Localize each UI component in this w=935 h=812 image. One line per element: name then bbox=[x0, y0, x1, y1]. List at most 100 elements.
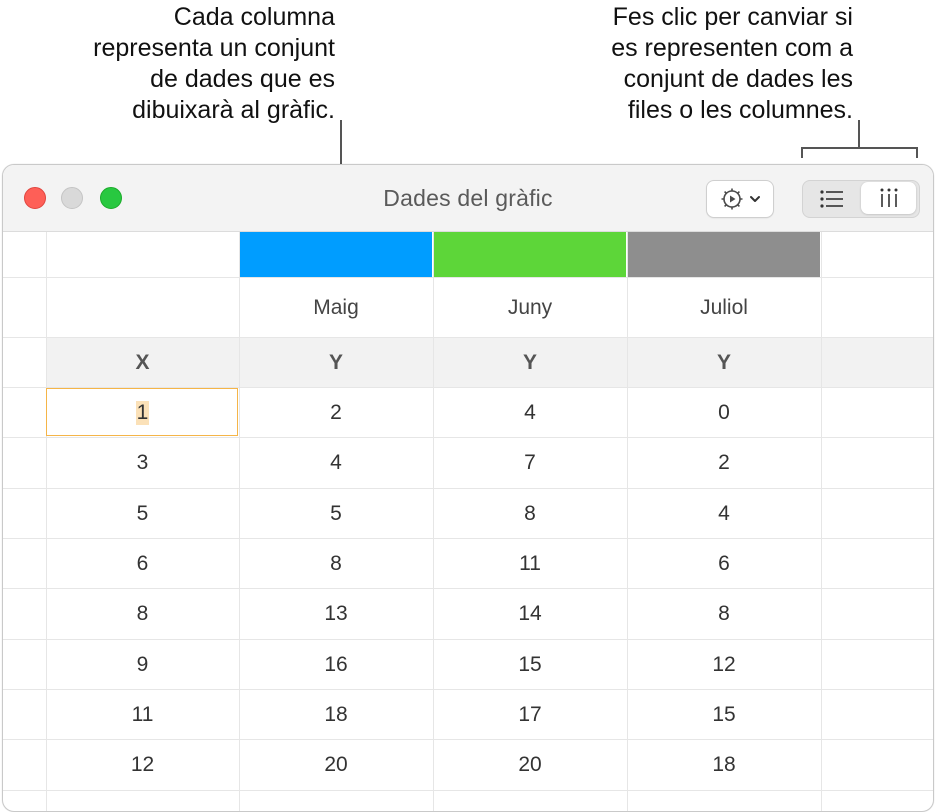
cell-value: 9 bbox=[136, 652, 149, 676]
x-value-cell[interactable]: 1 bbox=[46, 388, 239, 437]
cell-value: 15 bbox=[712, 702, 736, 726]
callout-line: files o les columnes. bbox=[627, 96, 853, 124]
cell-value: 5 bbox=[136, 501, 149, 525]
cell-value: 18 bbox=[324, 702, 348, 726]
callout-line: conjunt de dades les bbox=[623, 65, 853, 93]
cell-value: 4 bbox=[330, 450, 342, 474]
cell-value: 20 bbox=[518, 752, 542, 776]
y-value-cell[interactable]: 8 bbox=[627, 589, 821, 638]
minimize-window-button[interactable] bbox=[61, 187, 83, 209]
y-value-cell[interactable]: 8 bbox=[239, 539, 433, 588]
callout-line: es representen com a bbox=[611, 34, 853, 62]
y-value-cell[interactable]: 2 bbox=[627, 438, 821, 487]
x-value-cell[interactable]: 3 bbox=[46, 438, 239, 487]
y-value-cell[interactable]: 15 bbox=[433, 640, 627, 689]
axis-label-cell: Y bbox=[716, 350, 731, 374]
grid-line bbox=[3, 538, 933, 539]
y-value-cell[interactable]: 8 bbox=[433, 489, 627, 538]
x-value-cell[interactable]: 11 bbox=[46, 690, 239, 739]
callout-line: Cada columna bbox=[173, 3, 335, 31]
list-rows-icon bbox=[819, 190, 843, 208]
window-title: Dades del gràfic bbox=[383, 185, 553, 211]
axis-label-cell: X bbox=[135, 350, 150, 374]
plot-columns-as-series-button[interactable] bbox=[861, 182, 916, 214]
series-color-swatch[interactable] bbox=[627, 232, 820, 277]
cell-value: 13 bbox=[324, 601, 348, 625]
cell-value: 12 bbox=[130, 752, 155, 776]
grid-line bbox=[3, 277, 933, 278]
close-window-button[interactable] bbox=[24, 187, 46, 209]
series-name-cell[interactable]: Maig bbox=[313, 295, 359, 319]
callout-bracket-right bbox=[916, 147, 918, 158]
y-value-cell[interactable]: 13 bbox=[239, 589, 433, 638]
callout-rows-columns-explanation: Fes clic per canviar si es representen c… bbox=[513, 2, 853, 126]
actions-menu-button[interactable] bbox=[706, 180, 774, 218]
cell-value: 11 bbox=[131, 702, 154, 726]
series-name-cell[interactable]: Juny bbox=[507, 295, 553, 319]
zoom-window-button[interactable] bbox=[100, 187, 122, 209]
series-color-swatch[interactable] bbox=[433, 232, 626, 277]
y-value-cell[interactable]: 7 bbox=[433, 438, 627, 487]
y-value-cell[interactable]: 16 bbox=[239, 640, 433, 689]
cell-value: 8 bbox=[718, 601, 730, 625]
y-value-cell[interactable]: 2 bbox=[239, 388, 433, 437]
callout-line: Fes clic per canviar si bbox=[612, 3, 853, 31]
cell-value: 8 bbox=[330, 551, 342, 575]
y-value-cell[interactable]: 20 bbox=[433, 740, 627, 789]
x-value-cell[interactable]: 5 bbox=[46, 489, 239, 538]
plot-rows-as-series-button[interactable] bbox=[803, 181, 860, 217]
y-value-cell[interactable]: 15 bbox=[627, 690, 821, 739]
grid-line bbox=[3, 588, 933, 589]
cell-value: 15 bbox=[518, 652, 542, 676]
y-value-cell[interactable]: 5 bbox=[239, 489, 433, 538]
axis-label-cell: Y bbox=[522, 350, 537, 374]
y-value-cell[interactable]: 12 bbox=[627, 640, 821, 689]
series-color-swatch[interactable] bbox=[239, 232, 432, 277]
chevron-down-icon bbox=[750, 196, 760, 202]
y-value-cell[interactable]: 4 bbox=[239, 438, 433, 487]
rows-columns-toggle[interactable] bbox=[802, 180, 920, 218]
grid-line bbox=[433, 232, 434, 811]
cell-value: 2 bbox=[718, 450, 730, 474]
y-value-cell[interactable]: 4 bbox=[627, 489, 821, 538]
grid-line bbox=[627, 232, 628, 811]
grid-line bbox=[239, 232, 240, 811]
cell-value: 4 bbox=[524, 400, 536, 424]
cell-value: 7 bbox=[524, 450, 536, 474]
callout-line: de dades que es bbox=[150, 65, 335, 93]
title-bar: Dades del gràfic bbox=[3, 165, 933, 232]
cell-value: 3 bbox=[136, 450, 149, 474]
callout-columns-explanation: Cada columna representa un conjunt de da… bbox=[5, 2, 335, 126]
cell-value: 6 bbox=[718, 551, 730, 575]
grid-line bbox=[3, 437, 933, 438]
y-value-cell[interactable]: 11 bbox=[433, 539, 627, 588]
y-value-cell[interactable]: 14 bbox=[433, 589, 627, 638]
y-value-cell[interactable]: 20 bbox=[239, 740, 433, 789]
callout-line: dibuixarà al gràfic. bbox=[132, 96, 335, 124]
axis-label-cell: Y bbox=[328, 350, 343, 374]
callout-bracket-left bbox=[801, 147, 803, 158]
y-value-cell[interactable]: 18 bbox=[239, 690, 433, 739]
y-value-cell[interactable]: 4 bbox=[433, 388, 627, 437]
cell-value: 5 bbox=[330, 501, 342, 525]
cell-value: 4 bbox=[718, 501, 730, 525]
x-value-cell[interactable]: 8 bbox=[46, 589, 239, 638]
y-value-cell[interactable]: 18 bbox=[627, 740, 821, 789]
grid-line bbox=[3, 689, 933, 690]
x-value-cell[interactable]: 9 bbox=[46, 640, 239, 689]
callout-line: representa un conjunt bbox=[93, 34, 335, 62]
y-value-cell[interactable]: 6 bbox=[627, 539, 821, 588]
columns-icon bbox=[880, 188, 897, 207]
x-value-cell[interactable]: 6 bbox=[46, 539, 239, 588]
series-name-cell[interactable]: Juliol bbox=[700, 295, 748, 319]
x-value-cell[interactable]: 12 bbox=[46, 740, 239, 789]
cell-value: 12 bbox=[712, 652, 736, 676]
grid-line bbox=[3, 337, 933, 338]
y-value-cell[interactable]: 17 bbox=[433, 690, 627, 739]
cell-value: 2 bbox=[330, 400, 342, 424]
cell-value: 14 bbox=[518, 601, 542, 625]
cell-value: 20 bbox=[324, 752, 348, 776]
callout-leader-line-right bbox=[858, 120, 860, 148]
cell-value: 16 bbox=[324, 652, 348, 676]
y-value-cell[interactable]: 0 bbox=[627, 388, 821, 437]
